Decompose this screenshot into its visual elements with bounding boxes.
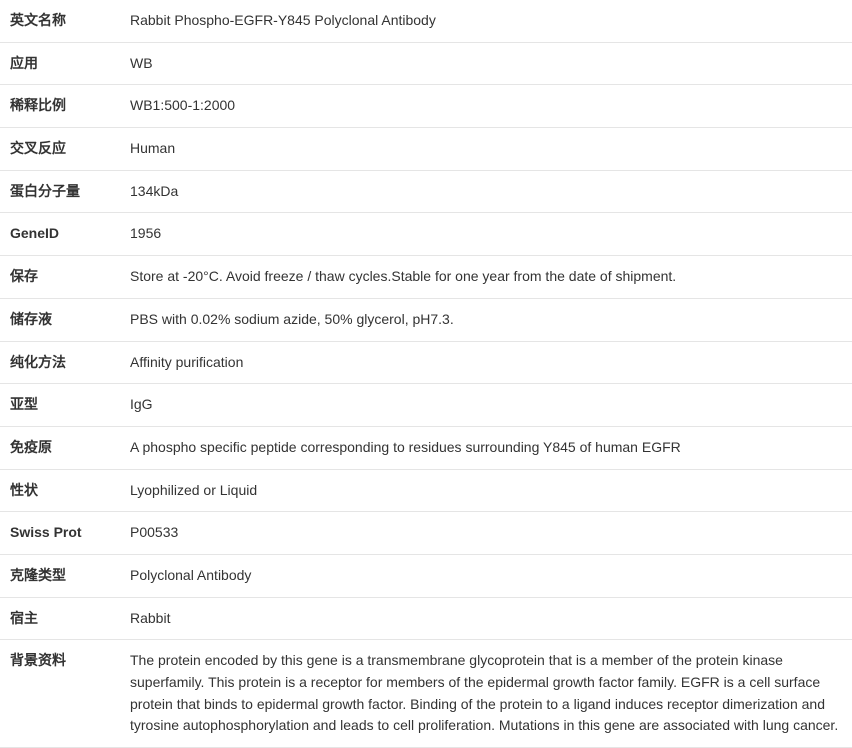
table-row: 英文名称 Rabbit Phospho-EGFR-Y845 Polyclonal… <box>0 0 852 42</box>
row-label: 克隆类型 <box>0 554 120 597</box>
table-row: 性状 Lyophilized or Liquid <box>0 469 852 512</box>
table-row: 保存 Store at -20°C. Avoid freeze / thaw c… <box>0 256 852 299</box>
table-row: 宿主 Rabbit <box>0 597 852 640</box>
table-row: 稀释比例 WB1:500-1:2000 <box>0 85 852 128</box>
row-value: IgG <box>120 384 852 427</box>
spec-table-body: 英文名称 Rabbit Phospho-EGFR-Y845 Polyclonal… <box>0 0 852 748</box>
row-value: WB1:500-1:2000 <box>120 85 852 128</box>
row-value: The protein encoded by this gene is a tr… <box>120 640 852 748</box>
row-label: 宿主 <box>0 597 120 640</box>
table-row: 交叉反应 Human <box>0 128 852 171</box>
row-label: 储存液 <box>0 298 120 341</box>
row-value: Rabbit Phospho-EGFR-Y845 Polyclonal Anti… <box>120 0 852 42</box>
table-row: 储存液 PBS with 0.02% sodium azide, 50% gly… <box>0 298 852 341</box>
row-label: 背景资料 <box>0 640 120 748</box>
row-value: Human <box>120 128 852 171</box>
row-label: GeneID <box>0 213 120 256</box>
row-label: 纯化方法 <box>0 341 120 384</box>
row-label: Swiss Prot <box>0 512 120 555</box>
row-value: 134kDa <box>120 170 852 213</box>
row-label: 性状 <box>0 469 120 512</box>
row-value: A phospho specific peptide corresponding… <box>120 426 852 469</box>
row-value: Lyophilized or Liquid <box>120 469 852 512</box>
row-label: 蛋白分子量 <box>0 170 120 213</box>
table-row: 应用 WB <box>0 42 852 85</box>
row-value: Polyclonal Antibody <box>120 554 852 597</box>
row-label: 亚型 <box>0 384 120 427</box>
row-label: 英文名称 <box>0 0 120 42</box>
row-value: 1956 <box>120 213 852 256</box>
row-value: Store at -20°C. Avoid freeze / thaw cycl… <box>120 256 852 299</box>
table-row: 克隆类型 Polyclonal Antibody <box>0 554 852 597</box>
row-label: 保存 <box>0 256 120 299</box>
spec-table: 英文名称 Rabbit Phospho-EGFR-Y845 Polyclonal… <box>0 0 852 748</box>
table-row: GeneID 1956 <box>0 213 852 256</box>
table-row: 免疫原 A phospho specific peptide correspon… <box>0 426 852 469</box>
row-label: 应用 <box>0 42 120 85</box>
row-value: P00533 <box>120 512 852 555</box>
row-value: Rabbit <box>120 597 852 640</box>
row-label: 交叉反应 <box>0 128 120 171</box>
table-row: Swiss Prot P00533 <box>0 512 852 555</box>
row-value: PBS with 0.02% sodium azide, 50% glycero… <box>120 298 852 341</box>
table-row: 亚型 IgG <box>0 384 852 427</box>
table-row: 蛋白分子量 134kDa <box>0 170 852 213</box>
table-row: 纯化方法 Affinity purification <box>0 341 852 384</box>
row-label: 免疫原 <box>0 426 120 469</box>
table-row: 背景资料 The protein encoded by this gene is… <box>0 640 852 748</box>
row-label: 稀释比例 <box>0 85 120 128</box>
row-value: Affinity purification <box>120 341 852 384</box>
row-value: WB <box>120 42 852 85</box>
